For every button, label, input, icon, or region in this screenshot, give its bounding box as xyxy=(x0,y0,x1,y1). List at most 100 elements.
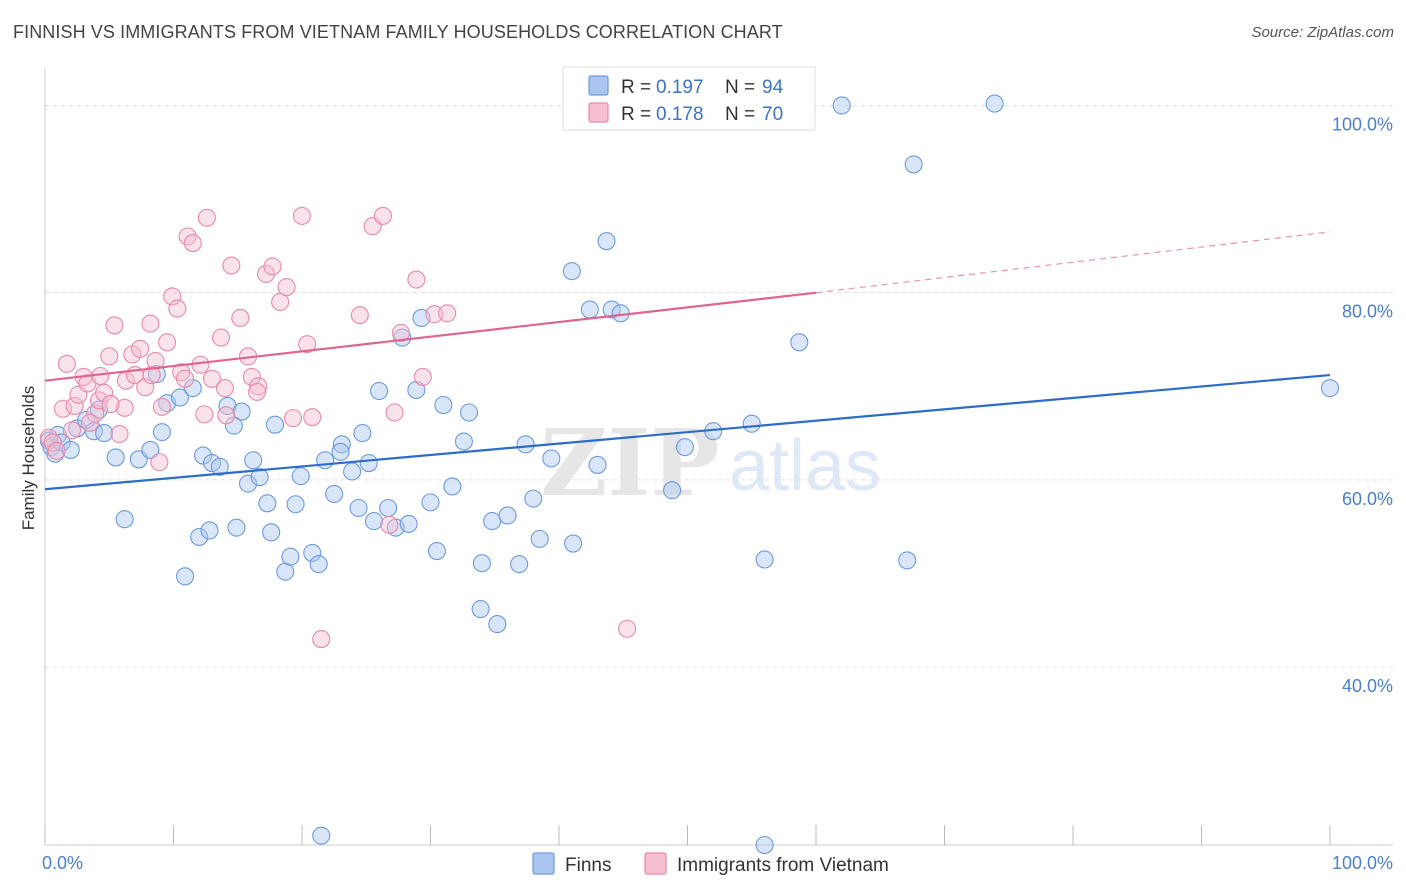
point-finns-56 xyxy=(407,380,426,400)
point-finns-92 xyxy=(312,826,331,845)
point-finns-31 xyxy=(244,451,263,470)
point-vietnam-11 xyxy=(95,383,114,402)
point-finns-60 xyxy=(434,395,453,415)
legend-n-value-finns: 94 xyxy=(762,77,784,98)
point-finns-38 xyxy=(286,495,305,514)
point-finns-17 xyxy=(147,365,166,384)
point-finns-58 xyxy=(421,493,440,512)
legend-r-label-vietnam: R = xyxy=(621,104,651,125)
point-vietnam-43 xyxy=(277,278,296,297)
point-finns-46 xyxy=(343,462,362,481)
legend-n-label-vietnam: N = xyxy=(725,104,755,125)
point-vietnam-36 xyxy=(231,308,250,328)
watermark-atlas: atlas xyxy=(729,426,881,506)
point-finns-79 xyxy=(602,300,621,319)
bottom-legend-swatch-vietnam xyxy=(644,852,667,875)
point-finns-30 xyxy=(238,474,258,493)
point-finns-32 xyxy=(250,468,269,487)
watermark-zip: ZIP xyxy=(540,409,719,517)
point-vietnam-45 xyxy=(292,206,312,225)
trend-line-vietnam-extension xyxy=(815,231,1331,294)
point-vietnam-48 xyxy=(312,629,331,649)
point-finns-84 xyxy=(742,414,761,433)
point-finns-15 xyxy=(152,423,171,442)
point-vietnam-35 xyxy=(222,256,241,275)
point-finns-87 xyxy=(832,96,851,115)
point-finns-73 xyxy=(542,449,561,468)
point-vietnam-32 xyxy=(203,369,222,388)
point-finns-59 xyxy=(427,542,446,561)
point-finns-34 xyxy=(262,523,281,542)
point-vietnam-33 xyxy=(211,328,231,347)
point-finns-35 xyxy=(265,415,285,434)
scatter-points xyxy=(39,94,1340,855)
point-vietnam-5 xyxy=(65,396,84,415)
legend-n-value-vietnam: 70 xyxy=(762,104,783,125)
point-finns-64 xyxy=(472,554,491,573)
x-tick-label-left: 0.0% xyxy=(42,853,83,873)
point-vietnam-14 xyxy=(110,424,129,444)
point-vietnam-1 xyxy=(43,433,62,452)
point-vietnam-3 xyxy=(53,399,73,418)
point-vietnam-42 xyxy=(271,292,290,312)
point-finns-52 xyxy=(379,498,398,518)
point-vietnam-23 xyxy=(152,397,171,416)
point-vietnam-22 xyxy=(150,453,169,472)
point-finns-51 xyxy=(370,381,389,401)
point-finns-5 xyxy=(61,440,80,459)
source-label: Source: ZipAtlas.com xyxy=(1251,24,1394,41)
point-vietnam-64 xyxy=(62,421,82,440)
point-vietnam-24 xyxy=(158,333,177,352)
y-tick-label-0: 100.0% xyxy=(1332,114,1393,134)
trend-lines xyxy=(44,231,1331,491)
point-finns-41 xyxy=(309,555,328,574)
point-finns-14 xyxy=(141,440,160,459)
point-finns-37 xyxy=(281,547,300,566)
point-finns-88 xyxy=(898,551,917,570)
point-vietnam-61 xyxy=(115,398,134,417)
point-finns-82 xyxy=(675,438,694,457)
point-vietnam-18 xyxy=(131,339,150,358)
point-finns-70 xyxy=(516,435,535,454)
bottom-legend-swatch-finns xyxy=(532,852,555,875)
point-vietnam-49 xyxy=(350,306,369,325)
point-finns-74 xyxy=(564,534,583,553)
point-vietnam-54 xyxy=(407,270,426,289)
point-finns-28 xyxy=(232,402,251,421)
legend: R = 0.197 N = 94 R = 0.178 N = 70 xyxy=(562,66,816,131)
point-vietnam-59 xyxy=(385,403,404,422)
point-finns-62 xyxy=(454,432,473,451)
point-finns-78 xyxy=(597,232,616,251)
point-vietnam-57 xyxy=(438,304,457,323)
point-finns-69 xyxy=(510,555,529,574)
point-finns-72 xyxy=(530,529,549,548)
y-tick-label-3: 40.0% xyxy=(1342,676,1393,696)
point-finns-47 xyxy=(349,498,368,518)
point-vietnam-4 xyxy=(57,354,76,373)
point-finns-49 xyxy=(359,454,378,473)
point-finns-91 xyxy=(1320,379,1340,398)
point-vietnam-20 xyxy=(141,314,160,333)
point-vietnam-62 xyxy=(142,366,161,385)
point-finns-42 xyxy=(316,451,335,470)
trend-line-finns xyxy=(44,373,1331,491)
point-vietnam-26 xyxy=(168,299,187,318)
point-vietnam-13 xyxy=(105,316,124,335)
point-finns-71 xyxy=(524,489,543,508)
y-axis-label: Family Households xyxy=(19,386,38,531)
point-vietnam-56 xyxy=(425,305,444,324)
point-finns-48 xyxy=(353,424,372,443)
point-vietnam-69 xyxy=(247,382,267,401)
point-vietnam-53 xyxy=(391,323,410,342)
point-finns-81 xyxy=(663,481,682,500)
point-finns-93 xyxy=(755,835,774,855)
point-finns-76 xyxy=(580,300,599,319)
point-vietnam-12 xyxy=(100,347,119,366)
point-vietnam-34 xyxy=(215,379,234,398)
point-finns-43 xyxy=(325,484,344,503)
point-vietnam-41 xyxy=(263,257,282,276)
legend-r-value-vietnam: 0.178 xyxy=(656,104,704,125)
point-finns-12 xyxy=(115,510,134,529)
point-vietnam-46 xyxy=(298,335,317,354)
